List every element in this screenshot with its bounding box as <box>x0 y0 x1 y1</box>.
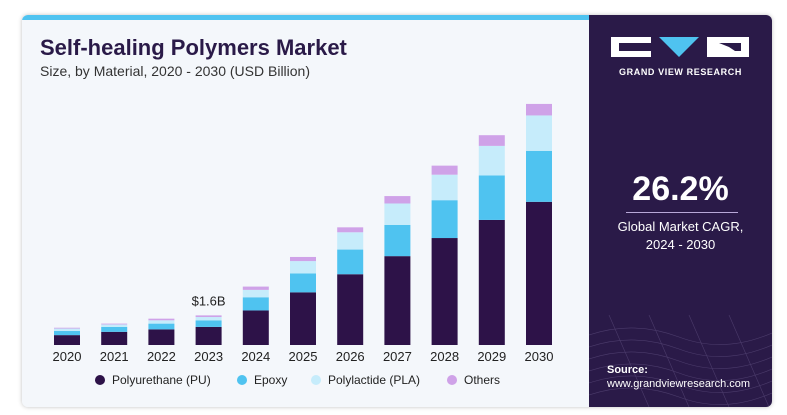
bar-2028-polyurethane-pu <box>431 238 458 345</box>
chart-subtitle: Size, by Material, 2020 - 2030 (USD Bill… <box>40 63 311 79</box>
bar-2020-polyurethane-pu <box>54 335 80 345</box>
stacked-bar-chart: 2020 2021 2022 2023 $1.6B 2024 2025 2026 2027 202… <box>53 103 554 387</box>
bar-2021-polylactide-pla <box>101 324 128 327</box>
legend-item: Others <box>464 373 500 387</box>
x-tick-label: 2028 <box>430 349 459 364</box>
bar-2028-epoxy <box>431 200 458 239</box>
x-tick-label: 2026 <box>336 349 365 364</box>
bar-2026-others <box>337 227 364 233</box>
bar-2030-epoxy <box>526 150 552 202</box>
legend-marker <box>95 375 105 385</box>
cagr-label-line1: Global Market CAGR, <box>617 219 744 234</box>
cagr-label: Global Market CAGR, 2024 - 2030 <box>589 218 772 254</box>
bar-2021-others <box>101 323 128 325</box>
cagr-value: 26.2% <box>632 170 729 208</box>
bar-2023-polyurethane-pu <box>195 326 222 345</box>
bar-2030-polyurethane-pu <box>526 201 552 345</box>
bar-2020-polylactide-pla <box>54 328 80 332</box>
bar-2025-polylactide-pla <box>290 261 316 274</box>
legend-marker <box>237 375 247 385</box>
summary-panel: GRAND VIEW RESEARCH 26.2% Global Market … <box>589 15 772 407</box>
legend-marker <box>447 375 457 385</box>
bar-2022-polylactide-pla <box>148 320 175 324</box>
cagr-divider <box>626 212 738 213</box>
bar-2029-epoxy <box>478 175 505 220</box>
bar-2023-epoxy <box>195 320 222 327</box>
x-tick-label: 2020 <box>53 349 82 364</box>
x-tick-label: 2025 <box>289 349 318 364</box>
bar-2027-epoxy <box>384 224 411 257</box>
bar-2027-polyurethane-pu <box>384 256 411 345</box>
infographic-card: Self-healing Polymers Market Size, by Ma… <box>22 15 772 407</box>
x-tick-label: 2027 <box>383 349 412 364</box>
legend-item: Epoxy <box>254 373 287 387</box>
source-label: Source: <box>607 364 648 376</box>
brand-name: GRAND VIEW RESEARCH <box>619 67 742 77</box>
bar-2027-polylactide-pla <box>384 203 411 225</box>
x-tick-label: 2029 <box>477 349 506 364</box>
chart-title: Self-healing Polymers Market <box>40 35 347 60</box>
bar-2030-polylactide-pla <box>526 115 552 151</box>
bar-2022-others <box>148 318 175 321</box>
bar-2022-epoxy <box>148 323 175 330</box>
bar-2029-polylactide-pla <box>478 145 505 176</box>
bar-2028-polylactide-pla <box>431 174 458 201</box>
source-url[interactable]: www.grandviewresearch.com <box>607 378 751 390</box>
legend-item: Polylactide (PLA) <box>328 373 420 387</box>
decorative-mesh <box>589 315 772 407</box>
bar-2024-polyurethane-pu <box>242 310 269 345</box>
bar-2028-others <box>431 165 458 175</box>
bar-2020-epoxy <box>54 331 80 336</box>
bar-2026-polylactide-pla <box>337 232 364 250</box>
bar-2024-polylactide-pla <box>242 289 269 298</box>
source-note: Source: www.grandviewresearch.com <box>607 363 750 391</box>
x-tick-label: 2024 <box>241 349 270 364</box>
bar-2025-others <box>290 256 316 262</box>
bar-2027-others <box>384 196 411 204</box>
bar-2025-epoxy <box>290 273 316 293</box>
bar-2022-polyurethane-pu <box>148 329 175 345</box>
x-tick-label: 2030 <box>525 349 554 364</box>
bar-2029-polyurethane-pu <box>478 219 505 345</box>
legend-item: Polyurethane (PU) <box>112 373 211 387</box>
bar-2024-others <box>242 286 269 290</box>
chart-panel: Self-healing Polymers Market Size, by Ma… <box>22 15 589 407</box>
bar-2026-epoxy <box>337 249 364 275</box>
x-tick-label: 2023 <box>194 349 223 364</box>
x-tick-label: 2021 <box>100 349 129 364</box>
bar-2021-polyurethane-pu <box>101 331 128 345</box>
bar-2026-polyurethane-pu <box>337 274 364 345</box>
accent-bar <box>22 15 589 20</box>
bar-2020-others <box>54 327 80 329</box>
bar-2024-epoxy <box>242 297 269 311</box>
x-tick-label: 2022 <box>147 349 176 364</box>
data-label-2023: $1.6B <box>192 293 226 308</box>
legend-marker <box>311 375 321 385</box>
bar-2029-others <box>478 135 505 146</box>
cagr-label-line2: 2024 - 2030 <box>645 237 716 252</box>
bar-2025-polyurethane-pu <box>290 292 316 345</box>
bar-2021-epoxy <box>101 326 128 332</box>
bar-2030-others <box>526 103 552 116</box>
bar-2023-polylactide-pla <box>195 317 222 321</box>
bar-2023-others <box>195 315 222 318</box>
grand-view-research-logo <box>611 37 749 57</box>
